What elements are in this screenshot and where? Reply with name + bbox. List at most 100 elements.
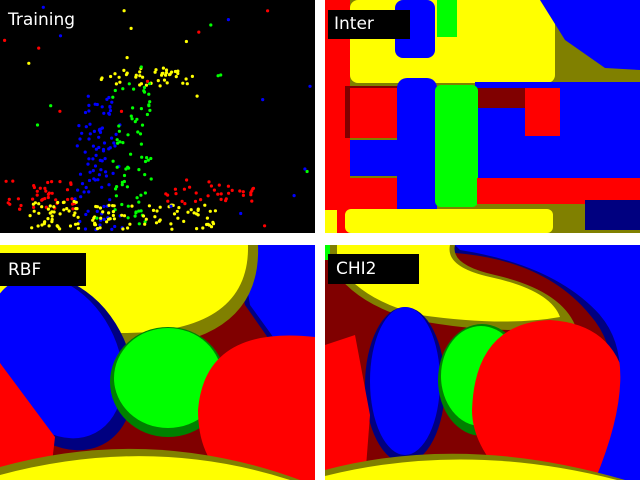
training-point [76, 188, 80, 192]
training-point [155, 209, 159, 213]
training-point [126, 133, 130, 137]
training-point [108, 198, 112, 202]
training-point [305, 169, 309, 174]
training-point [137, 222, 141, 226]
training-point [70, 202, 75, 206]
training-point [87, 178, 92, 183]
training-point [102, 111, 106, 115]
training-point [50, 191, 54, 195]
training-point [105, 97, 109, 101]
training-point [184, 77, 188, 81]
training-point [37, 46, 41, 50]
training-point [166, 199, 170, 203]
training-point [197, 30, 201, 34]
blue-region [350, 140, 400, 176]
training-point [207, 180, 211, 184]
training-point [120, 183, 124, 187]
training-point [195, 94, 199, 98]
training-point [156, 79, 160, 83]
training-point [115, 165, 119, 169]
training-point [95, 227, 100, 231]
training-point [239, 211, 243, 216]
blue-region [397, 78, 437, 226]
training-point [80, 182, 85, 186]
training-point [43, 186, 47, 190]
training-point [110, 136, 114, 140]
training-point [97, 173, 101, 177]
yellow-region [0, 456, 290, 480]
training-point [145, 79, 150, 83]
training-point [49, 104, 53, 108]
training-point [105, 220, 109, 224]
training-point [212, 188, 216, 192]
training-point [130, 204, 134, 208]
training-point [37, 202, 41, 206]
training-point [115, 138, 119, 142]
training-point [162, 78, 167, 82]
red-region [198, 335, 315, 480]
training-point [139, 107, 143, 111]
training-point [185, 178, 189, 182]
training-point [143, 191, 147, 195]
training-point [114, 82, 118, 86]
training-point [44, 205, 48, 209]
training-point [138, 83, 142, 87]
training-point [182, 187, 186, 191]
yellow-region [345, 209, 553, 233]
training-point [181, 81, 185, 85]
training-point [141, 214, 146, 218]
training-point [16, 197, 20, 201]
training-point [107, 112, 112, 116]
training-point [58, 180, 62, 184]
green-region [435, 85, 478, 207]
training-point [78, 172, 83, 176]
training-point [183, 202, 187, 206]
training-point [74, 207, 78, 211]
training-point [184, 39, 188, 44]
training-point [203, 203, 207, 207]
training-point [219, 73, 223, 77]
training-point [37, 211, 41, 215]
training-point [167, 73, 172, 77]
blue-region [370, 307, 440, 455]
training-point [250, 189, 254, 193]
yellow-region [325, 210, 337, 233]
blue-region [455, 245, 640, 480]
training-point [188, 185, 192, 189]
training-point [136, 130, 140, 134]
training-point [99, 77, 103, 82]
training-point [46, 195, 50, 200]
training-point [175, 209, 179, 213]
training-point [46, 217, 50, 221]
training-point [30, 226, 34, 230]
training-point [164, 192, 168, 196]
red-region [325, 178, 397, 210]
training-point [141, 75, 145, 79]
training-point [147, 104, 151, 108]
training-point [217, 183, 221, 187]
training-point [98, 158, 102, 162]
training-point [72, 213, 76, 217]
training-point [31, 202, 35, 206]
training-point [137, 200, 141, 204]
training-point [241, 193, 245, 197]
training-point [121, 141, 125, 145]
training-point [107, 211, 111, 215]
training-point [111, 95, 115, 99]
training-point [76, 215, 80, 219]
training-point [4, 179, 8, 183]
training-point [130, 117, 134, 121]
training-point [128, 222, 132, 226]
training-point [113, 72, 117, 76]
training-point [94, 147, 98, 151]
training-point [88, 132, 92, 136]
training-point [164, 73, 168, 77]
training-point [102, 217, 106, 221]
training-point [125, 185, 129, 189]
training-point [77, 124, 81, 128]
training-point [169, 222, 173, 226]
training-point [100, 185, 104, 189]
training-point [108, 109, 113, 113]
training-point [205, 216, 209, 220]
training-point [153, 215, 157, 219]
